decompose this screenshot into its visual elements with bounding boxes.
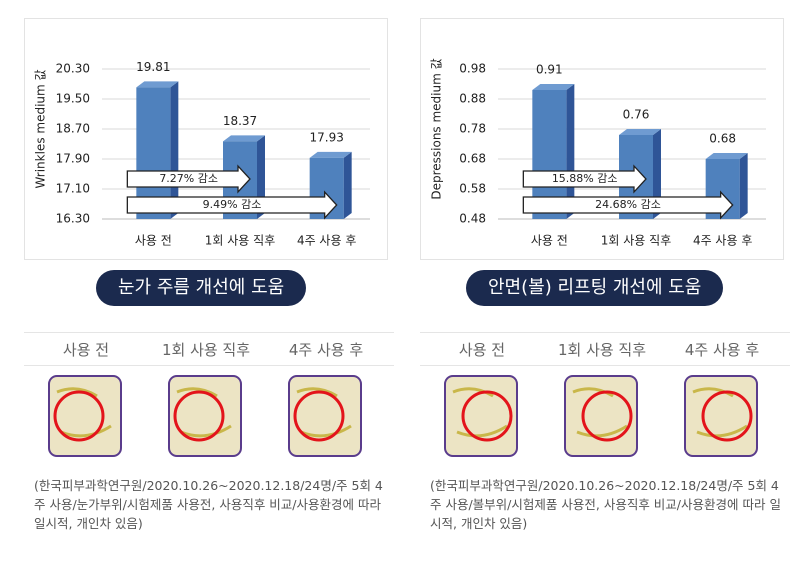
photo-label: 4주 사용 후 <box>288 341 364 359</box>
value-label: 19.81 <box>136 60 170 74</box>
bar-top <box>705 153 748 159</box>
chart: Wrinkles medium 값 16.30 17.10 17.90 18.70 19.… <box>34 60 370 248</box>
x-tick-label: 4주 사용 후 <box>693 234 752 248</box>
value-label: 17.93 <box>309 130 343 144</box>
badge: 눈가 주름 개선에 도움 <box>96 270 307 306</box>
annotation: 7.27% 감소 <box>159 172 218 185</box>
photo-label: 사용 전 <box>62 341 110 359</box>
arrow <box>126 164 251 194</box>
highlight-circle <box>173 390 225 442</box>
bar-side <box>739 153 748 219</box>
panel: Wrinkles medium 값 16.30 17.10 17.90 18.70 19.… <box>24 0 394 563</box>
bar-side <box>343 151 352 219</box>
skin-texture <box>296 387 352 438</box>
photo-label: 4주 사용 후 <box>684 341 760 359</box>
x-tick-label: 1회 사용 직후 <box>601 234 671 248</box>
highlight-circle <box>581 390 633 442</box>
chart-box: Depressions medium 값 0.48 0.58 0.68 0.78 0.88… <box>420 18 784 260</box>
skin-photo <box>444 375 518 457</box>
highlight-circle <box>293 390 345 442</box>
panel: Depressions medium 값 0.48 0.58 0.68 0.78 0.88… <box>420 0 790 563</box>
footnote: (한국피부과학연구원/2020.10.26~2020.12.18/24명/주 5… <box>430 478 781 531</box>
value-label: 0.91 <box>536 63 563 77</box>
value-label: 18.37 <box>223 114 257 128</box>
annotation: 15.88% 감소 <box>552 172 618 185</box>
photos <box>48 375 362 457</box>
arrow <box>522 190 734 220</box>
value-label: 0.68 <box>709 132 736 146</box>
photo-labels: 사용 전 1회 사용 직후 4주 사용 후 <box>420 332 790 366</box>
bar-top <box>532 84 575 90</box>
annotation: 9.49% 감소 <box>203 198 262 211</box>
x-tick-label: 사용 전 <box>135 234 172 248</box>
y-tick-label: 0.98 <box>459 62 486 76</box>
bar-top <box>136 81 179 88</box>
value-label: 0.76 <box>623 108 650 122</box>
chart: Depressions medium 값 0.48 0.58 0.68 0.78 0.88… <box>430 58 766 248</box>
skin-photo <box>684 375 758 457</box>
y-axis-label: Wrinkles medium 값 <box>34 69 48 188</box>
x-tick-label: 사용 전 <box>531 234 568 248</box>
bar-top <box>619 129 661 135</box>
skin-photo <box>168 375 242 457</box>
photo-label: 1회 사용 직후 <box>161 341 251 359</box>
bar-top <box>223 135 265 142</box>
skin-texture <box>56 387 112 438</box>
photo-label: 1회 사용 직후 <box>557 341 647 359</box>
y-tick-label: 0.58 <box>459 182 486 196</box>
photo-label: 사용 전 <box>458 341 506 359</box>
arrow <box>126 190 338 220</box>
photos <box>444 375 758 457</box>
x-tick-label: 4주 사용 후 <box>297 234 356 248</box>
chart-box: Wrinkles medium 값 16.30 17.10 17.90 18.70 19.… <box>24 18 388 260</box>
skin-texture <box>452 387 508 438</box>
x-tick-label: 1회 사용 직후 <box>205 234 275 248</box>
skin-photo <box>288 375 362 457</box>
y-tick-label: 19.50 <box>56 92 90 106</box>
y-axis-label: Depressions medium 값 <box>430 58 444 199</box>
highlight-circle <box>701 390 753 442</box>
footnote: (한국피부과학연구원/2020.10.26~2020.12.18/24명/주 5… <box>34 478 383 531</box>
badge: 안면(볼) 리프팅 개선에 도움 <box>466 270 724 306</box>
y-tick-label: 20.30 <box>56 62 90 76</box>
y-tick-label: 0.88 <box>459 92 486 106</box>
y-tick-label: 17.90 <box>56 152 90 166</box>
skin-texture <box>572 387 628 438</box>
y-tick-label: 17.10 <box>56 182 90 196</box>
highlight-circle <box>461 390 513 442</box>
y-tick-label: 16.30 <box>56 212 90 226</box>
skin-photo <box>48 375 122 457</box>
arrow <box>522 164 647 194</box>
photo-labels: 사용 전 1회 사용 직후 4주 사용 후 <box>24 332 394 366</box>
y-tick-label: 0.48 <box>459 212 486 226</box>
skin-texture <box>692 387 748 438</box>
y-tick-label: 0.78 <box>459 122 486 136</box>
skin-texture <box>176 387 232 438</box>
y-tick-label: 18.70 <box>56 122 90 136</box>
bar-top <box>309 151 352 158</box>
skin-photo <box>564 375 638 457</box>
y-tick-label: 0.68 <box>459 152 486 166</box>
annotation: 24.68% 감소 <box>595 198 661 211</box>
highlight-circle <box>53 390 105 442</box>
